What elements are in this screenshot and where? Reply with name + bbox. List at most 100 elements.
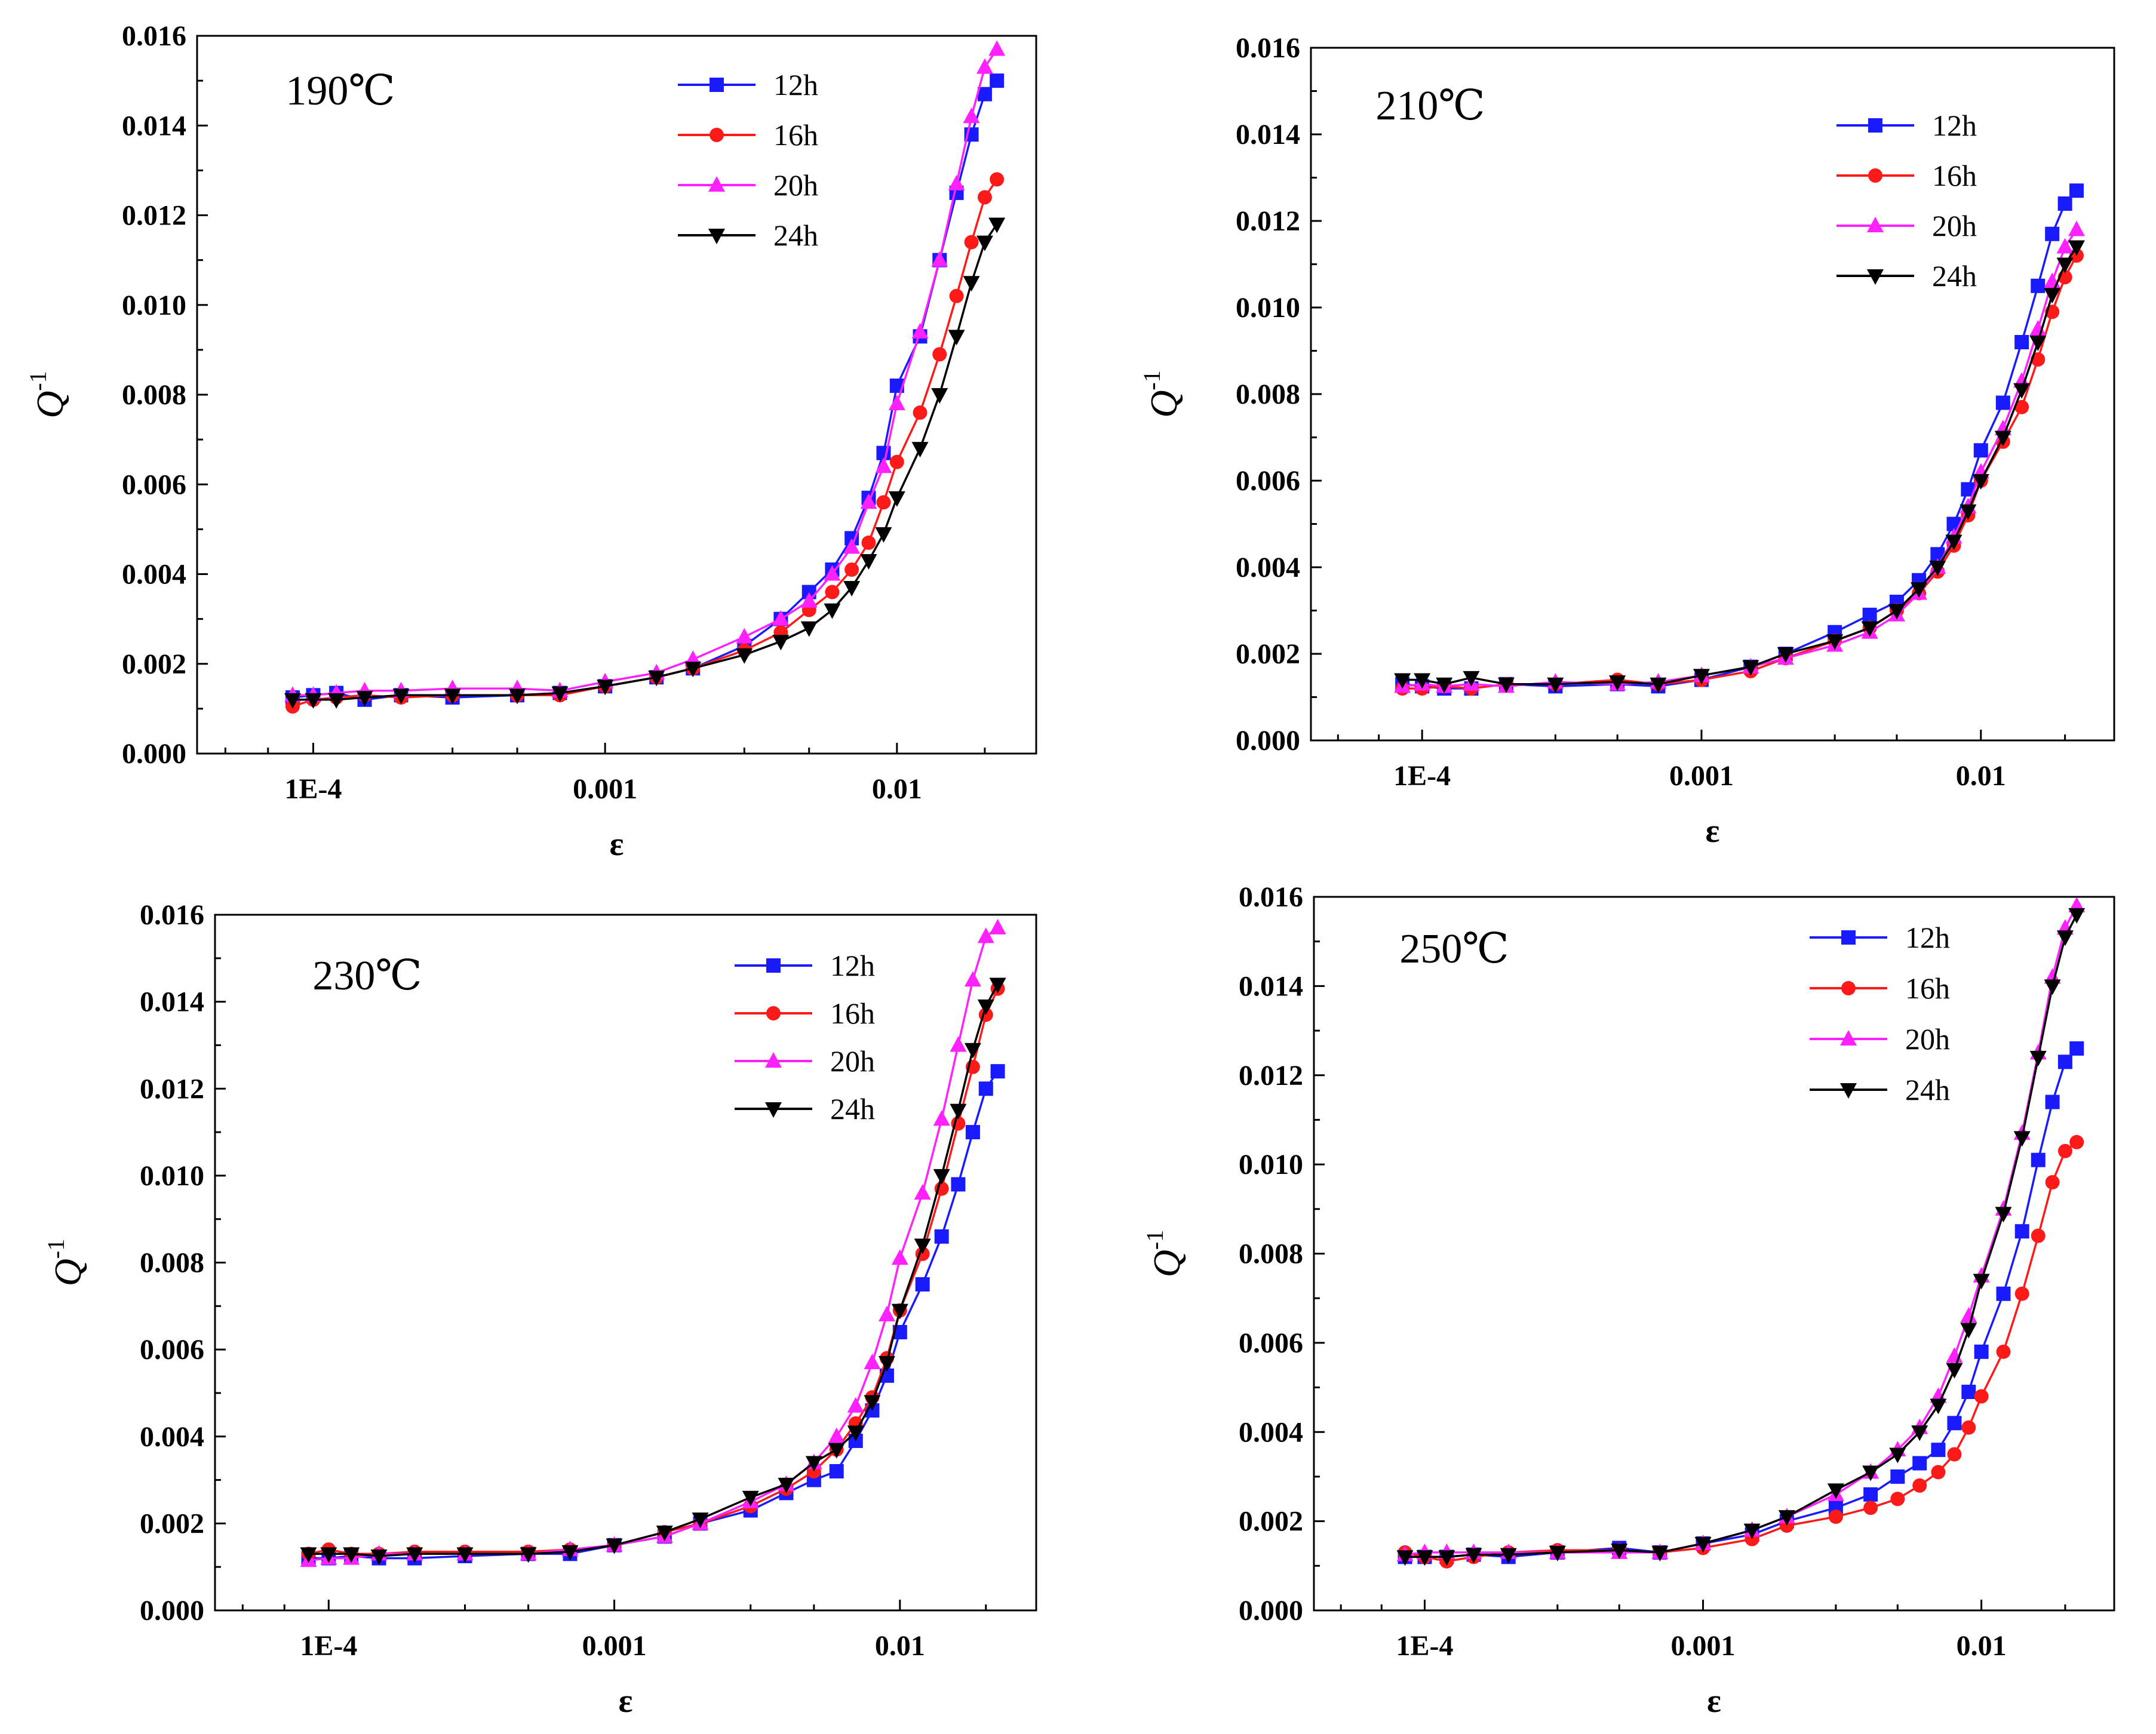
y-tick-label: 0.002	[1239, 1506, 1303, 1538]
data-point	[1396, 1550, 1414, 1566]
legend-entry-12h: 12h	[1810, 921, 1950, 954]
data-point	[800, 592, 818, 608]
y-tick-label: 0.016	[140, 899, 204, 931]
data-point	[915, 1277, 930, 1292]
data-point	[911, 442, 929, 458]
data-point	[864, 1395, 881, 1411]
data-point	[977, 190, 992, 205]
data-point	[2044, 979, 2061, 995]
data-point	[1463, 671, 1480, 687]
data-point	[891, 1303, 908, 1320]
legend-marker	[766, 958, 781, 973]
data-point	[949, 288, 964, 303]
data-point	[520, 1547, 537, 1563]
data-point	[1931, 1443, 1946, 1458]
data-point	[824, 565, 841, 581]
x-tick-label: 1E-4	[1393, 760, 1451, 792]
temperature-label: 210℃	[1375, 83, 1485, 129]
legend-label: 16h	[830, 997, 875, 1030]
data-point	[1651, 1545, 1669, 1561]
series-12h	[1395, 183, 2084, 696]
y-tick-label: 0.016	[1239, 881, 1303, 913]
data-point	[989, 977, 1006, 994]
data-point	[875, 527, 892, 543]
data-point	[2045, 1175, 2060, 1189]
data-point	[2068, 220, 2085, 236]
data-point	[878, 1305, 895, 1321]
data-point	[406, 1547, 423, 1563]
legend-marker	[708, 229, 725, 244]
data-point	[861, 535, 876, 550]
data-point	[1863, 1487, 1878, 1502]
y-tick-label: 0.004	[1236, 552, 1300, 583]
data-point	[931, 251, 948, 267]
data-point	[1945, 534, 1962, 551]
y-axis-title: Q-1	[24, 371, 71, 419]
data-point	[2045, 1094, 2060, 1109]
data-point	[1650, 677, 1667, 693]
data-point	[805, 1456, 822, 1472]
legend-marker	[1840, 1083, 1857, 1099]
legend-label: 24h	[773, 219, 818, 252]
data-point	[2045, 226, 2060, 241]
legend-label: 20h	[1905, 1022, 1950, 1056]
legend-entry-16h: 16h	[735, 997, 875, 1030]
data-point	[847, 1425, 864, 1441]
data-point	[305, 693, 322, 709]
legend-label: 20h	[773, 168, 818, 202]
y-tick-label: 0.002	[1236, 638, 1300, 670]
legend-marker	[765, 1102, 782, 1118]
y-tick-label: 0.012	[1239, 1060, 1303, 1092]
data-point	[1888, 604, 1905, 620]
legend-label: 12h	[830, 949, 875, 982]
series-line	[308, 988, 999, 1555]
data-point	[2013, 1131, 2031, 1147]
data-point	[828, 1427, 845, 1443]
data-point	[1416, 1550, 1433, 1566]
data-point	[1693, 669, 1710, 685]
data-point	[1611, 1544, 1628, 1560]
data-point	[2029, 1050, 2047, 1066]
data-point	[888, 395, 905, 411]
data-point	[950, 1036, 967, 1052]
data-point	[914, 1184, 931, 1200]
data-point	[1827, 1483, 1844, 1499]
x-axis-title: ε	[610, 826, 624, 863]
legend-entry-24h: 24h	[735, 1092, 875, 1126]
data-point	[2057, 1143, 2072, 1158]
data-point	[320, 1547, 337, 1563]
data-point	[891, 1249, 908, 1265]
legend-entry-20h: 20h	[735, 1044, 875, 1078]
legend-label: 12h	[1932, 109, 1977, 142]
data-point	[1974, 1344, 1989, 1359]
data-point	[392, 688, 410, 705]
data-point	[1436, 677, 1453, 693]
y-axis-title-text: Q-1	[1141, 1230, 1188, 1278]
data-point	[684, 662, 702, 678]
legend-marker	[1867, 269, 1884, 285]
temperature-label: 190℃	[285, 68, 395, 114]
data-point	[456, 1547, 474, 1563]
data-point	[1960, 1307, 1977, 1323]
data-point	[875, 457, 892, 474]
y-tick-label: 0.010	[1236, 292, 1300, 324]
data-point	[1889, 1447, 1906, 1464]
legend-entry-20h: 20h	[1836, 209, 1977, 242]
legend-label: 24h	[1905, 1073, 1950, 1106]
data-point	[656, 1525, 673, 1541]
data-point	[963, 276, 980, 292]
data-point	[964, 971, 981, 987]
chart-panel-230: 0.000 0.002 0.004 0.006 0.008 0.010 0.012 0.014…	[42, 899, 1037, 1720]
data-point	[2057, 196, 2072, 211]
data-point	[964, 1043, 981, 1059]
series-line	[293, 48, 998, 697]
y-tick-label: 0.014	[122, 110, 186, 142]
legend-marker	[766, 1006, 781, 1020]
series-20h	[300, 918, 1006, 1567]
data-point	[736, 648, 753, 664]
series-20h	[284, 40, 1006, 702]
data-point	[911, 322, 929, 339]
y-axis-title-text: Q-1	[1138, 370, 1185, 418]
legend-label: 24h	[830, 1092, 875, 1126]
